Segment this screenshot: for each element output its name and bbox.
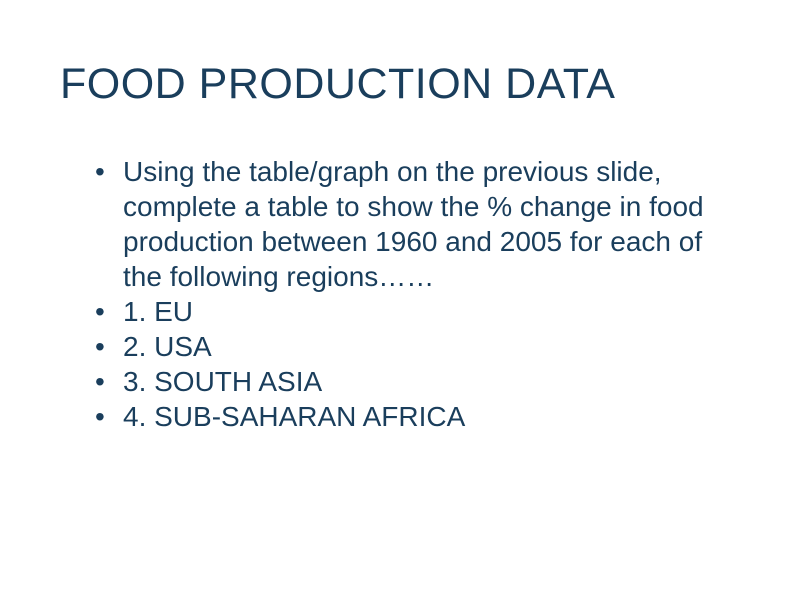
list-item: 1. EU: [95, 294, 740, 329]
bullet-list: Using the table/graph on the previous sl…: [60, 154, 740, 434]
list-item: 2. USA: [95, 329, 740, 364]
list-item: 4. SUB-SAHARAN AFRICA: [95, 399, 740, 434]
slide-title: FOOD PRODUCTION DATA: [60, 60, 740, 109]
list-item: 3. SOUTH ASIA: [95, 364, 740, 399]
slide-container: FOOD PRODUCTION DATA Using the table/gra…: [0, 0, 800, 600]
list-item: Using the table/graph on the previous sl…: [95, 154, 740, 294]
